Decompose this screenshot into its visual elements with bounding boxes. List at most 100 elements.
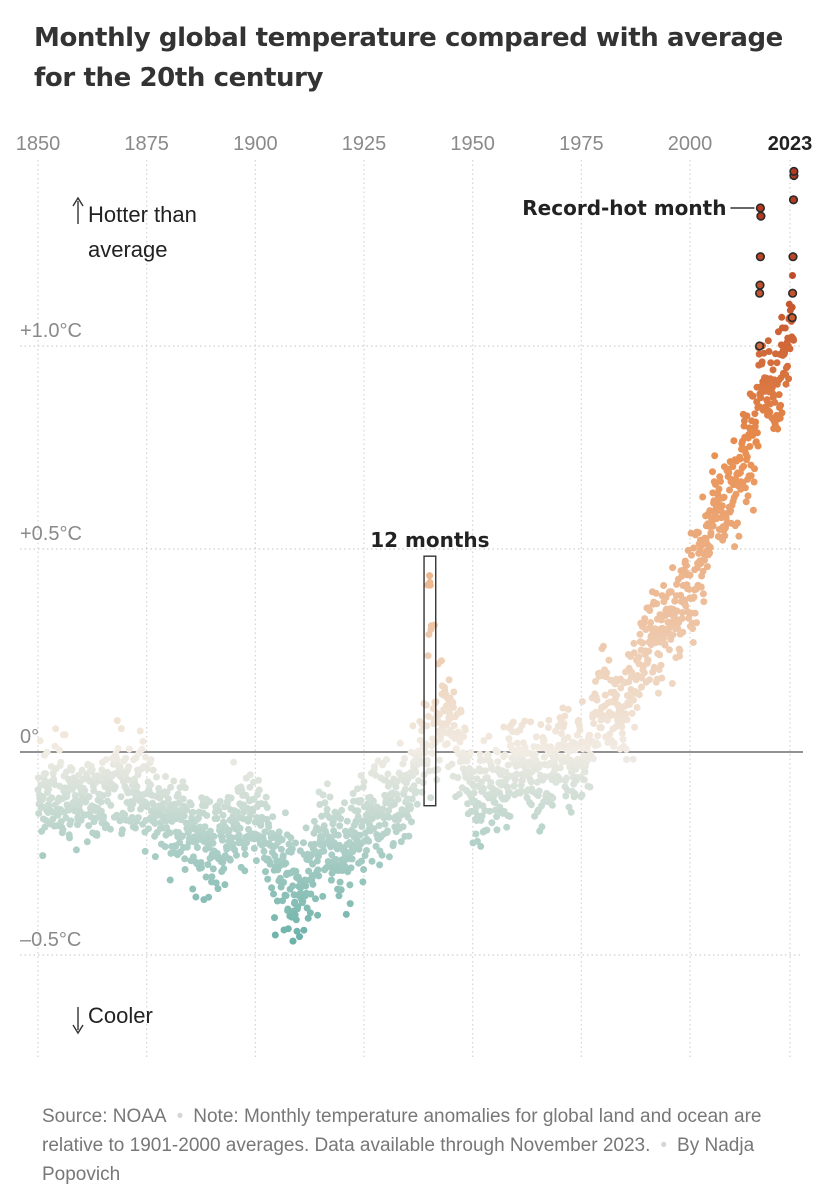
data-point: [408, 818, 415, 826]
data-point: [342, 910, 350, 918]
data-point: [491, 799, 499, 807]
data-point: [143, 803, 151, 811]
data-point: [214, 885, 222, 893]
data-point: [676, 652, 683, 660]
data-point: [521, 743, 529, 751]
byline-text: By Nadja Popovich: [42, 1135, 755, 1185]
data-point: [264, 875, 272, 883]
data-point: [136, 727, 144, 735]
data-point: [790, 336, 798, 344]
data-point: [436, 710, 444, 718]
data-point: [633, 704, 641, 711]
data-point: [139, 737, 147, 745]
data-point: [280, 878, 288, 886]
data-point: [209, 865, 217, 873]
data-point: [537, 721, 545, 728]
data-point: [401, 785, 409, 793]
data-point: [782, 380, 790, 388]
data-point: [372, 842, 380, 850]
data-point: [246, 771, 254, 779]
data-point: [335, 892, 343, 900]
data-point: [514, 761, 522, 769]
data-point: [323, 780, 331, 788]
data-point: [535, 787, 543, 795]
data-point: [260, 847, 268, 855]
record-month-point: [754, 341, 765, 351]
data-point: [493, 826, 501, 834]
data-point: [206, 827, 214, 835]
data-point: [234, 808, 242, 816]
data-point: [732, 490, 740, 498]
data-point: [689, 639, 697, 646]
data-point: [707, 529, 715, 537]
data-point: [187, 801, 195, 809]
data-point: [426, 572, 434, 580]
data-point: [669, 564, 677, 572]
data-point: [476, 750, 484, 758]
data-point: [392, 783, 400, 791]
data-point: [241, 851, 249, 858]
data-point: [363, 847, 370, 854]
data-point: [445, 676, 453, 684]
data-point: [580, 776, 588, 784]
data-point: [630, 649, 638, 657]
data-point: [674, 624, 682, 632]
data-point: [443, 740, 451, 748]
data-point: [493, 748, 501, 756]
data-point: [409, 722, 417, 730]
data-point: [337, 886, 345, 894]
data-point: [699, 493, 707, 501]
data-point: [311, 847, 319, 855]
data-point: [39, 852, 47, 860]
data-point: [682, 562, 690, 569]
data-point: [660, 633, 668, 641]
data-point: [630, 696, 637, 704]
data-point: [581, 768, 589, 776]
data-point: [319, 892, 327, 900]
data-point: [777, 401, 785, 409]
data-point: [381, 776, 389, 784]
data-point: [305, 867, 313, 875]
data-point: [181, 784, 189, 792]
data-point: [376, 861, 384, 869]
data-point: [241, 867, 249, 875]
data-point: [219, 811, 227, 819]
data-point: [396, 739, 404, 747]
data-point: [481, 767, 489, 775]
data-point: [470, 789, 478, 797]
chart-footer: Source: NOAA • Note: Monthly temperature a…: [42, 1102, 802, 1189]
data-point: [320, 822, 328, 830]
data-point: [269, 813, 277, 821]
x-tick-label: 1950: [450, 133, 495, 155]
data-point: [97, 807, 105, 815]
data-point: [337, 815, 344, 823]
data-point: [413, 800, 421, 808]
data-point: [767, 359, 775, 367]
data-point: [113, 717, 121, 725]
data-point: [669, 631, 677, 639]
data-point: [549, 794, 557, 802]
data-point: [503, 823, 511, 831]
data-point: [628, 709, 636, 717]
data-point: [189, 808, 197, 816]
data-point: [117, 793, 125, 801]
data-point: [667, 588, 675, 596]
data-point: [419, 779, 427, 787]
data-point: [693, 619, 700, 627]
data-point: [181, 866, 189, 873]
data-point: [605, 656, 613, 664]
data-point: [320, 847, 328, 855]
data-point: [332, 861, 340, 869]
record-month-point: [755, 280, 765, 290]
data-point: [328, 851, 336, 859]
data-point: [203, 812, 211, 819]
data-point: [170, 777, 178, 785]
data-point: [740, 462, 748, 470]
data-point: [571, 746, 579, 754]
data-point: [314, 911, 322, 919]
record-month-point: [756, 211, 766, 221]
data-point: [212, 879, 220, 887]
data-point: [321, 799, 329, 807]
data-point: [645, 647, 653, 655]
data-point: [81, 787, 89, 795]
